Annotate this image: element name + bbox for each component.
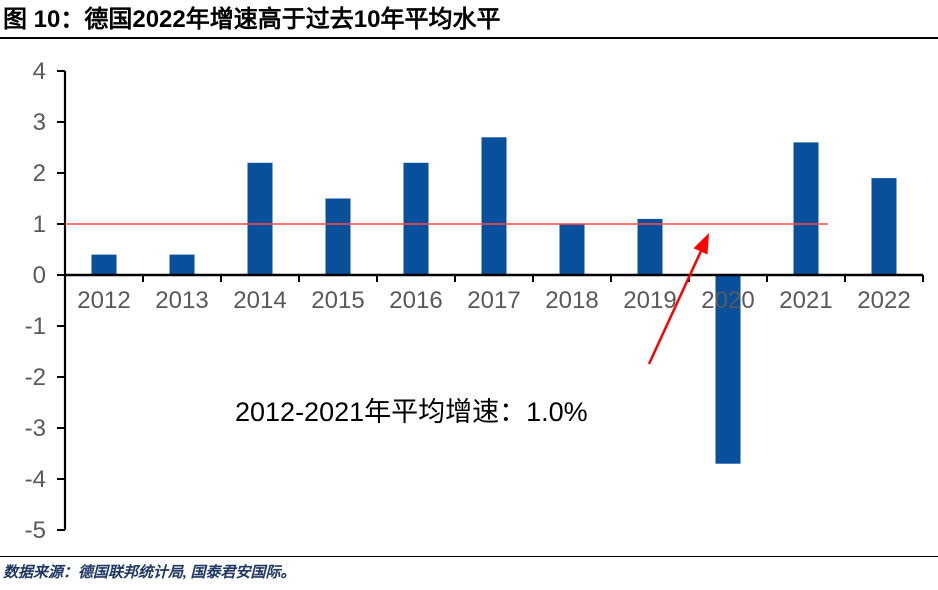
x-axis-label-2022: 2022 (857, 287, 910, 314)
y-axis-label-4: 4 (33, 58, 46, 85)
average-annotation-text: 2012-2021年平均增速：1.0% (235, 397, 588, 427)
figure-title: 图 10：德国2022年增速高于过去10年平均水平 (3, 6, 501, 33)
axes-group (57, 70, 924, 531)
annotation-arrow-shaft (647, 250, 703, 365)
bar-2016 (403, 162, 429, 275)
bars-group (91, 137, 897, 464)
bar-2017 (481, 137, 507, 275)
y-axis-label--3: -3 (25, 415, 46, 442)
bar-2012 (91, 254, 117, 275)
x-axis-label-2012: 2012 (77, 287, 130, 314)
bar-2015 (325, 198, 351, 275)
x-axis-label-2020: 2020 (701, 287, 754, 314)
title-divider (0, 37, 938, 39)
annotation-arrow (647, 233, 709, 365)
footer-divider (0, 556, 938, 557)
y-axis-label-1: 1 (33, 211, 46, 238)
bar-2018 (559, 224, 585, 275)
x-axis-label-2021: 2021 (779, 287, 832, 314)
x-axis-label-2017: 2017 (467, 287, 520, 314)
bar-2019 (637, 218, 663, 275)
y-axis-label-0: 0 (33, 262, 46, 289)
bar-2020 (715, 275, 741, 464)
y-axis-label-3: 3 (33, 109, 46, 136)
bar-chart: -5 -4 -3 -2 -1 0 1 2 3 4 2012 2013 2014 2015 2016 2017 2… (25, 58, 924, 544)
y-axis-label-2: 2 (33, 160, 46, 187)
bar-2022 (871, 178, 897, 275)
x-axis-label-2014: 2014 (233, 287, 286, 314)
y-axis-label--4: -4 (25, 466, 46, 493)
x-axis-label-2016: 2016 (389, 287, 442, 314)
x-axis-label-2019: 2019 (623, 287, 676, 314)
bar-2021 (793, 142, 819, 275)
bar-2013 (169, 254, 195, 275)
axis-labels-group: -5 -4 -3 -2 -1 0 1 2 3 4 2012 2013 2014 2015 2016 2017 2… (25, 58, 911, 544)
y-axis-label--2: -2 (25, 364, 46, 391)
x-axis-label-2015: 2015 (311, 287, 364, 314)
x-axis-label-2018: 2018 (545, 287, 598, 314)
y-axis-label--5: -5 (25, 517, 46, 544)
x-axis-label-2013: 2013 (155, 287, 208, 314)
y-axis-label--1: -1 (25, 313, 46, 340)
bar-2014 (247, 162, 273, 275)
source-note: 数据来源：德国联邦统计局, 国泰君安国际。 (3, 565, 296, 581)
annotation-arrow-head (693, 233, 709, 255)
